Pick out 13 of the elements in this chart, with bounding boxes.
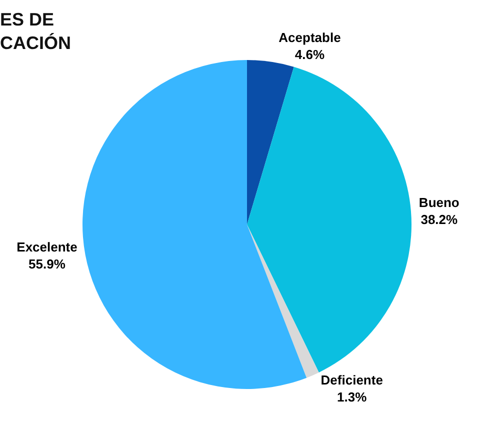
slice-label: Bueno <box>418 195 460 210</box>
pie-slice <box>247 60 294 224</box>
chart-title: ES DE CACIÓN <box>0 10 71 54</box>
slice-label: Deficiente <box>320 372 383 388</box>
pie-slice <box>247 66 412 372</box>
pie-slice <box>82 60 307 389</box>
data-label: 4.6% <box>294 47 325 62</box>
pie-slice <box>247 224 319 378</box>
data-label: 55.9% <box>28 256 66 272</box>
slice-label: Excelente <box>16 239 78 254</box>
data-label: 1.3% <box>337 390 368 405</box>
data-label: 38.2% <box>420 212 458 227</box>
slice-label: Aceptable <box>278 30 341 46</box>
